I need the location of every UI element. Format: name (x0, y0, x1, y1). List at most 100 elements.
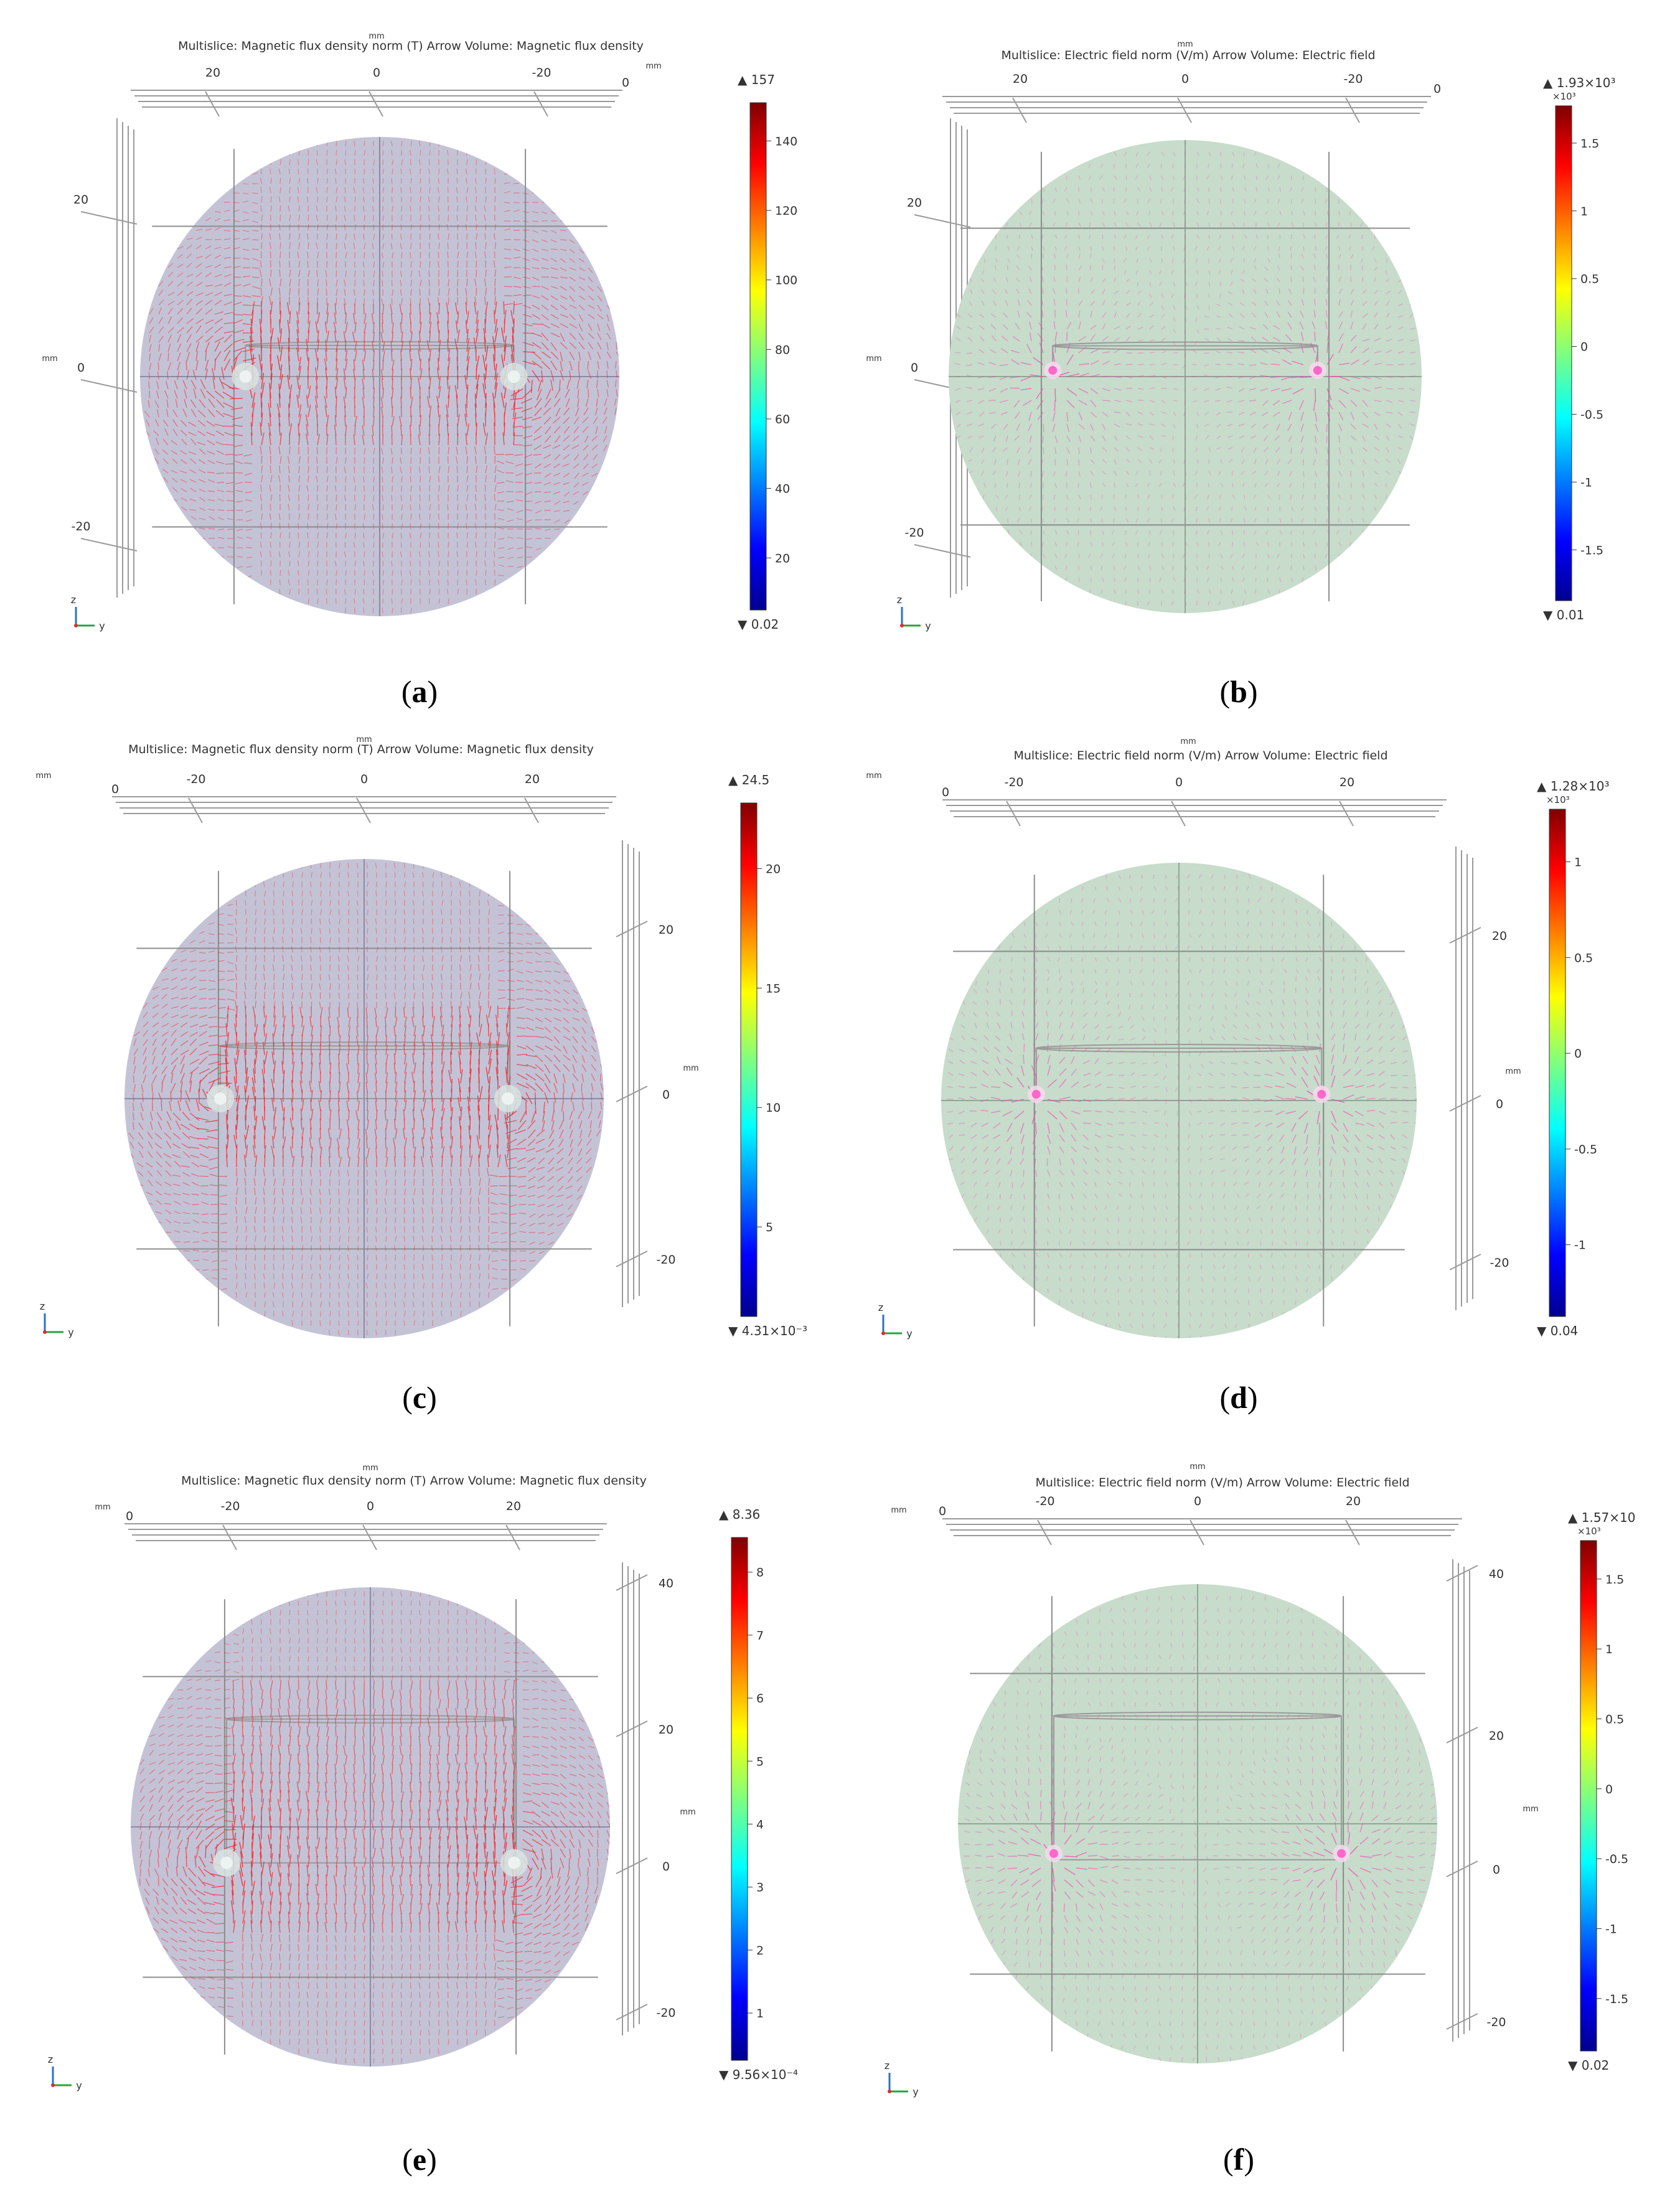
field-arrow (1005, 276, 1008, 283)
field-arrow (1064, 246, 1068, 251)
field-arrow (1220, 577, 1222, 583)
field-arrow (423, 1127, 426, 1140)
field-arrow (569, 323, 578, 329)
field-arrow (1250, 411, 1257, 416)
field-arrow (300, 1071, 303, 1084)
field-arrow (344, 243, 346, 250)
field-arrow (208, 508, 215, 511)
field-arrow (272, 1168, 275, 1177)
field-arrow (1078, 175, 1081, 180)
field-arrow (404, 1002, 406, 1009)
field-arrow (535, 1036, 545, 1038)
field-arrow (1185, 494, 1187, 500)
field-arrow (494, 242, 497, 250)
field-arrow (1018, 471, 1020, 477)
field-arrow (227, 970, 235, 972)
field-arrow (978, 423, 985, 426)
field-arrow (233, 350, 242, 362)
field-arrow (504, 276, 512, 278)
field-arrow (603, 444, 608, 452)
field-arrow (381, 279, 383, 287)
field-arrow (999, 376, 1008, 380)
field-arrow (563, 970, 570, 975)
field-arrow (544, 980, 551, 985)
field-arrow (513, 182, 520, 184)
field-arrow (374, 1072, 377, 1084)
field-arrow (152, 1030, 159, 1037)
field-arrow (309, 1081, 312, 1093)
field-arrow (167, 301, 175, 306)
field-arrow (1137, 312, 1142, 318)
field-arrow (438, 261, 439, 268)
field-arrow (364, 448, 366, 455)
field-arrow (1171, 258, 1174, 263)
field-arrow (541, 258, 548, 261)
field-arrow (174, 1160, 181, 1168)
field-arrow (1313, 459, 1316, 466)
field-arrow (1099, 506, 1103, 511)
field-arrow (1066, 447, 1071, 454)
field-arrow (1125, 423, 1132, 426)
field-arrow (1278, 253, 1280, 259)
field-arrow (1196, 423, 1198, 429)
field-arrow (513, 276, 522, 279)
field-arrow (307, 598, 310, 604)
field-arrow (278, 287, 281, 296)
field-arrow (1185, 305, 1188, 310)
field-arrow (1260, 388, 1269, 392)
field-arrow (1254, 565, 1257, 570)
field-arrow (441, 1136, 443, 1149)
field-arrow (245, 1076, 249, 1093)
field-arrow (1350, 345, 1358, 354)
field-arrow (1362, 388, 1371, 392)
field-arrow (468, 1125, 471, 1140)
field-arrow (1228, 313, 1233, 318)
field-arrow (292, 1025, 295, 1037)
field-arrow (263, 899, 265, 906)
field-arrow (375, 1082, 377, 1093)
field-arrow (484, 296, 486, 306)
field-arrow (214, 318, 223, 324)
field-arrow (1253, 258, 1257, 263)
field-arrow (403, 890, 405, 897)
field-arrow (532, 276, 540, 281)
field-arrow (357, 1082, 360, 1093)
field-arrow (409, 349, 411, 362)
field-arrow (1386, 388, 1393, 390)
field-arrow (464, 375, 467, 390)
field-arrow (476, 364, 477, 380)
field-arrow (532, 267, 540, 270)
field-arrow (532, 342, 542, 349)
field-arrow (1147, 518, 1150, 523)
field-arrow (532, 351, 542, 360)
field-arrow (1028, 459, 1032, 465)
field-arrow (1036, 400, 1044, 410)
field-arrow (357, 1129, 360, 1140)
field-arrow (456, 187, 458, 194)
field-arrow (385, 1138, 387, 1149)
field-arrow (479, 890, 481, 897)
field-arrow (572, 989, 579, 995)
field-arrow (1208, 471, 1211, 476)
field-arrow (226, 500, 234, 502)
field-arrow (315, 376, 318, 390)
field-arrow (474, 301, 477, 315)
top-axis-tick (1177, 97, 1192, 123)
field-arrow (516, 1082, 529, 1089)
field-arrow (214, 299, 222, 306)
field-arrow (1242, 163, 1245, 169)
field-arrow (469, 1155, 473, 1168)
field-arrow (487, 899, 489, 906)
field-arrow (224, 432, 234, 436)
field-arrow (353, 368, 355, 380)
field-arrow (563, 1054, 571, 1061)
field-arrow (364, 350, 367, 362)
field-arrow (329, 1091, 331, 1102)
field-arrow (129, 1141, 134, 1149)
field-arrow (1208, 589, 1211, 594)
field-arrow (1315, 518, 1316, 523)
field-arrow (1007, 258, 1011, 263)
field-arrow (236, 1104, 238, 1121)
field-arrow (395, 1002, 397, 1009)
field-arrow (326, 589, 327, 595)
